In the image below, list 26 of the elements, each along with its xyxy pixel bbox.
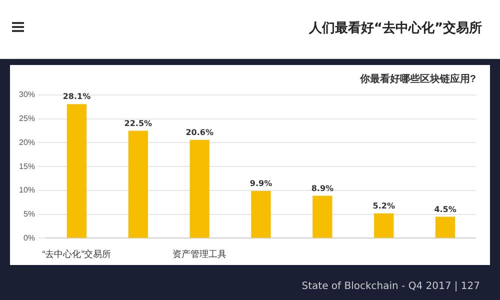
y-tick-label: 10% bbox=[18, 186, 36, 195]
data-label: 4.5% bbox=[434, 204, 456, 214]
chart-title: 你最看好哪些区块链应用? bbox=[358, 72, 476, 85]
bar bbox=[251, 190, 271, 238]
y-tick-label: 20% bbox=[18, 138, 36, 147]
x-tick-label: “去中心化”交易所 bbox=[42, 249, 112, 260]
data-label: 22.5% bbox=[124, 118, 152, 128]
data-label: 28.1% bbox=[62, 92, 91, 102]
y-tick-label: 25% bbox=[18, 114, 36, 124]
y-tick-label: 5% bbox=[23, 210, 36, 219]
bar bbox=[435, 216, 456, 238]
bar bbox=[190, 140, 210, 238]
data-label: 20.6% bbox=[186, 128, 214, 137]
bar bbox=[374, 213, 394, 238]
data-label: 5.2% bbox=[372, 201, 395, 210]
bar bbox=[128, 130, 148, 238]
y-tick-label: 15% bbox=[18, 162, 36, 171]
text: 人们最看好“去中心化”交易所 bbox=[308, 20, 482, 37]
y-tick-label: 0% bbox=[23, 233, 36, 242]
bar bbox=[312, 196, 332, 238]
y-tick-label: 30% bbox=[18, 90, 36, 100]
data-label: 9.9% bbox=[250, 179, 272, 188]
bar bbox=[66, 104, 87, 238]
text: State of Blockchain - Q4 2017 | 127 bbox=[302, 281, 480, 292]
x-tick-label: 资产管理工具 bbox=[172, 249, 227, 260]
data-label: 8.9% bbox=[311, 184, 334, 193]
